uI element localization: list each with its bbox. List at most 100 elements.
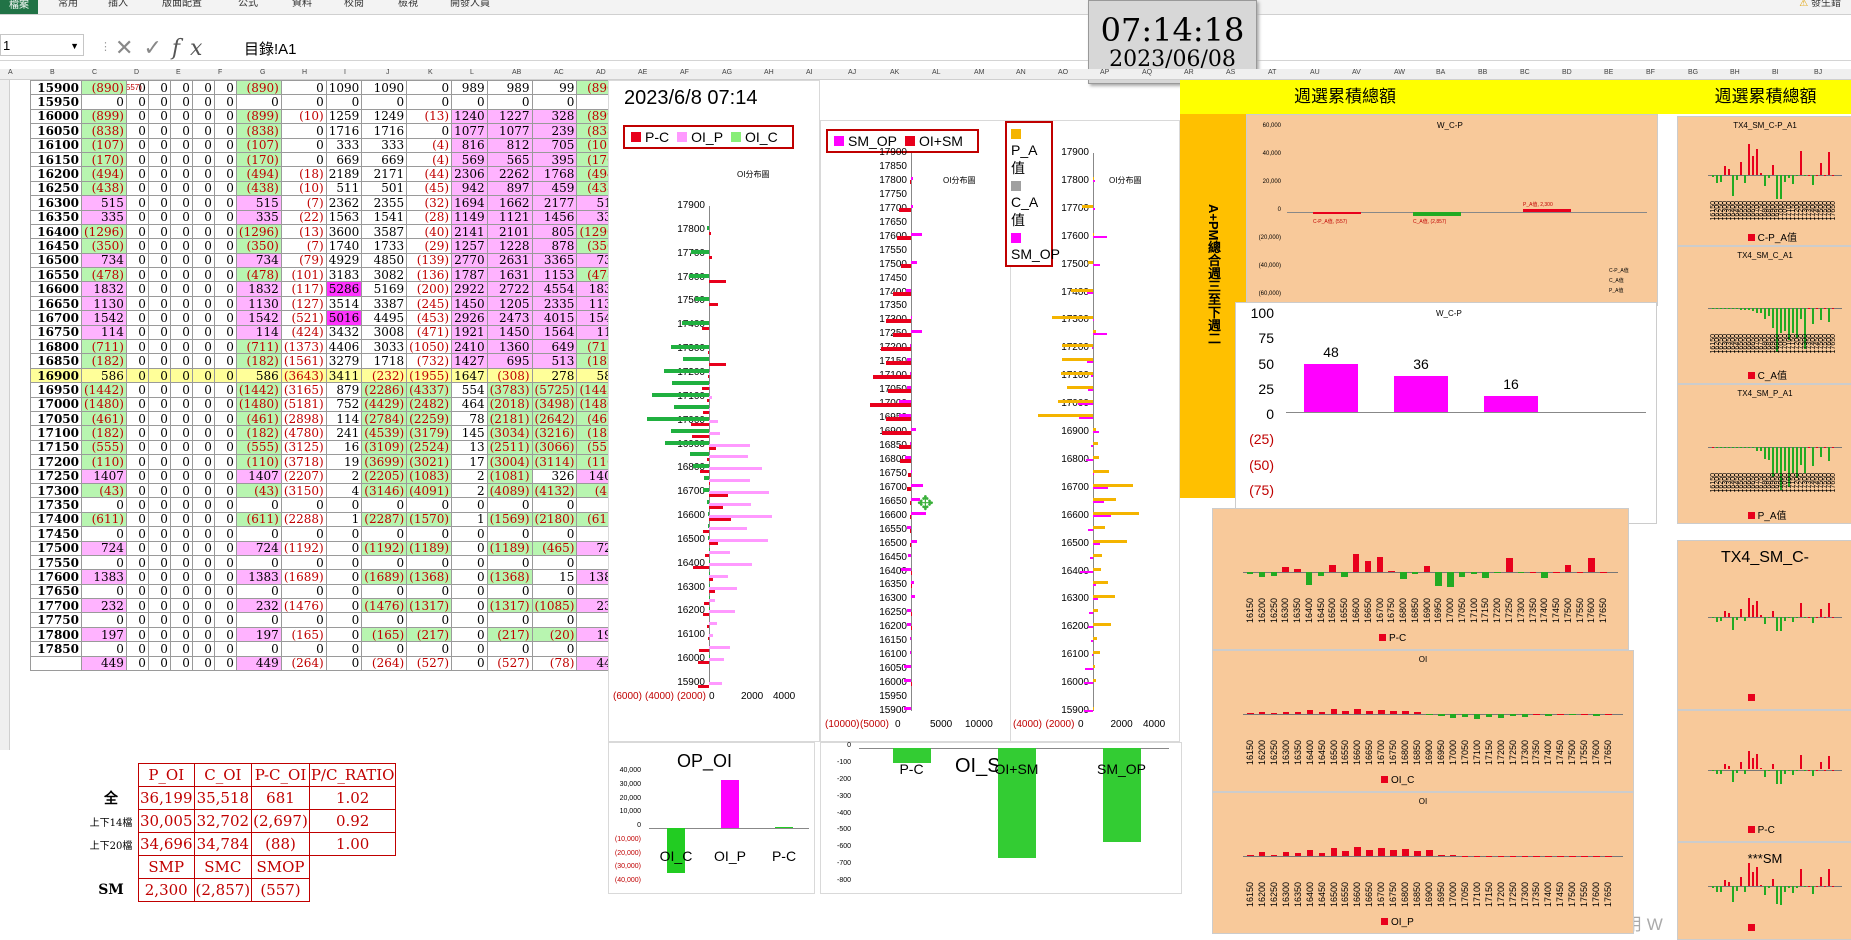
- oi-cell[interactable]: (2482): [407, 397, 452, 411]
- oi-cell[interactable]: 464: [452, 397, 488, 411]
- weekday-cell[interactable]: 0: [214, 224, 236, 238]
- oi-cell[interactable]: 2335: [532, 296, 577, 310]
- oi-cell[interactable]: (2259): [407, 411, 452, 425]
- weekday-cell[interactable]: 0: [170, 440, 192, 454]
- oi-cell[interactable]: (1561): [281, 354, 326, 368]
- oi-cell[interactable]: 0: [326, 95, 362, 109]
- oi-cell[interactable]: 0: [281, 642, 326, 656]
- tab-data[interactable]: 資料: [292, 0, 312, 8]
- column-header[interactable]: AV: [1352, 69, 1361, 76]
- weekday-cell[interactable]: 0: [214, 599, 236, 613]
- weekday-cell[interactable]: 0: [192, 282, 214, 296]
- oi-cell[interactable]: (3150): [281, 483, 326, 497]
- oi-cell[interactable]: 1249: [362, 109, 407, 123]
- oi-cell[interactable]: 0: [362, 613, 407, 627]
- stats-value[interactable]: 32,702: [194, 810, 252, 833]
- weekday-cell[interactable]: 0: [148, 282, 170, 296]
- oi-cell[interactable]: 0: [326, 527, 362, 541]
- weekday-cell[interactable]: (110): [82, 455, 127, 469]
- strike-cell[interactable]: 16850: [31, 354, 82, 368]
- weekday-cell[interactable]: (182): [236, 354, 281, 368]
- weekday-cell[interactable]: 0: [148, 325, 170, 339]
- oi-cell[interactable]: 0: [487, 613, 532, 627]
- weekday-cell[interactable]: (711): [236, 340, 281, 354]
- weekday-cell[interactable]: 0: [214, 541, 236, 555]
- oi-cell[interactable]: (101): [281, 268, 326, 282]
- stats-value[interactable]: (88): [252, 833, 310, 856]
- weekday-cell[interactable]: 0: [148, 426, 170, 440]
- weekday-cell[interactable]: 0: [148, 656, 170, 670]
- oi-cell[interactable]: (217): [487, 627, 532, 641]
- strike-cell[interactable]: 17450: [31, 527, 82, 541]
- oi-cell[interactable]: 3008: [362, 325, 407, 339]
- weekday-cell[interactable]: 0: [170, 642, 192, 656]
- oi-cell[interactable]: (1317): [407, 599, 452, 613]
- strike-cell[interactable]: 17800: [31, 627, 82, 641]
- weekday-cell[interactable]: 0: [192, 483, 214, 497]
- oi-cell[interactable]: 2262: [487, 167, 532, 181]
- oi-cell[interactable]: 0: [281, 584, 326, 598]
- strike-cell[interactable]: 16400: [31, 224, 82, 238]
- weekday-cell[interactable]: 0: [170, 627, 192, 641]
- oi-cell[interactable]: (1373): [281, 340, 326, 354]
- oi-cell[interactable]: (1955): [407, 368, 452, 382]
- strike-cell[interactable]: 17850: [31, 642, 82, 656]
- oi-cell[interactable]: (4): [407, 152, 452, 166]
- weekday-cell[interactable]: 0: [214, 483, 236, 497]
- oi-cell[interactable]: 0: [452, 527, 488, 541]
- weekday-cell[interactable]: 0: [148, 109, 170, 123]
- oi-cell[interactable]: 3279: [326, 354, 362, 368]
- weekday-cell[interactable]: (350): [82, 239, 127, 253]
- oi-cell[interactable]: (1189): [407, 541, 452, 555]
- weekday-cell[interactable]: 0: [82, 613, 127, 627]
- oi-cell[interactable]: 5169: [362, 282, 407, 296]
- weekday-cell[interactable]: (182): [236, 426, 281, 440]
- weekday-cell[interactable]: 114: [82, 325, 127, 339]
- oi-cell[interactable]: 3514: [326, 296, 362, 310]
- weekday-cell[interactable]: 0: [192, 340, 214, 354]
- weekday-cell[interactable]: 0: [192, 440, 214, 454]
- tab-review[interactable]: 校閱: [344, 0, 364, 8]
- column-header[interactable]: AP: [1100, 69, 1109, 76]
- oi-cell[interactable]: 2101: [487, 224, 532, 238]
- oi-cell[interactable]: 2: [452, 483, 488, 497]
- oi-cell[interactable]: 1716: [326, 124, 362, 138]
- oi-cell[interactable]: 0: [326, 613, 362, 627]
- weekday-cell[interactable]: 0: [126, 613, 148, 627]
- oi-cell[interactable]: 0: [407, 642, 452, 656]
- weekday-cell[interactable]: 0: [148, 354, 170, 368]
- oi-cell[interactable]: (465): [532, 541, 577, 555]
- strike-cell[interactable]: 17550: [31, 555, 82, 569]
- oi-cell[interactable]: (453): [407, 311, 452, 325]
- column-header[interactable]: J: [386, 69, 390, 76]
- sm-value[interactable]: (557): [252, 879, 310, 902]
- oi-cell[interactable]: (1189): [487, 541, 532, 555]
- tab-insert[interactable]: 插入: [108, 0, 128, 8]
- oi-cell[interactable]: 0: [407, 124, 452, 138]
- oi-cell[interactable]: 0: [326, 627, 362, 641]
- oi-cell[interactable]: 942: [452, 181, 488, 195]
- oi-cell[interactable]: (127): [281, 296, 326, 310]
- oi-cell[interactable]: 0: [532, 642, 577, 656]
- weekday-cell[interactable]: (611): [236, 512, 281, 526]
- weekday-cell[interactable]: (899): [236, 109, 281, 123]
- weekday-cell[interactable]: (1296): [82, 224, 127, 238]
- oi-cell[interactable]: 1740: [326, 239, 362, 253]
- oi-cell[interactable]: 1090: [326, 81, 362, 95]
- oi-cell[interactable]: 1716: [362, 124, 407, 138]
- weekday-cell[interactable]: 0: [126, 368, 148, 382]
- oi-cell[interactable]: 0: [362, 95, 407, 109]
- oi-cell[interactable]: 3600: [326, 224, 362, 238]
- weekday-cell[interactable]: 0: [148, 627, 170, 641]
- weekday-cell[interactable]: 0: [236, 527, 281, 541]
- weekday-cell[interactable]: 0: [170, 311, 192, 325]
- oi-cell[interactable]: (2180): [532, 512, 577, 526]
- column-header[interactable]: BB: [1478, 69, 1487, 76]
- oi-cell[interactable]: 326: [532, 469, 577, 483]
- oi-cell[interactable]: 17: [452, 455, 488, 469]
- oi-cell[interactable]: 0: [452, 541, 488, 555]
- oi-cell[interactable]: 0: [487, 95, 532, 109]
- weekday-cell[interactable]: 0: [126, 584, 148, 598]
- weekday-cell[interactable]: (107): [82, 138, 127, 152]
